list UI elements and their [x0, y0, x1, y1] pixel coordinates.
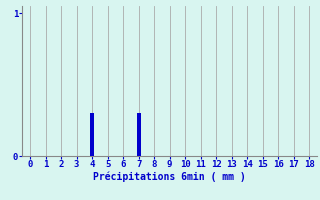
Bar	[90, 113, 94, 156]
X-axis label: Précipitations 6min ( mm ): Précipitations 6min ( mm )	[93, 172, 246, 182]
Bar	[137, 113, 140, 156]
